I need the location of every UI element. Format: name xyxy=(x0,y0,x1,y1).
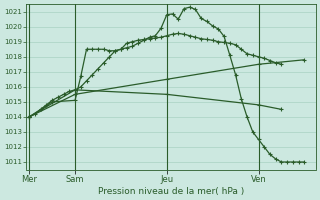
X-axis label: Pression niveau de la mer( hPa ): Pression niveau de la mer( hPa ) xyxy=(98,187,244,196)
